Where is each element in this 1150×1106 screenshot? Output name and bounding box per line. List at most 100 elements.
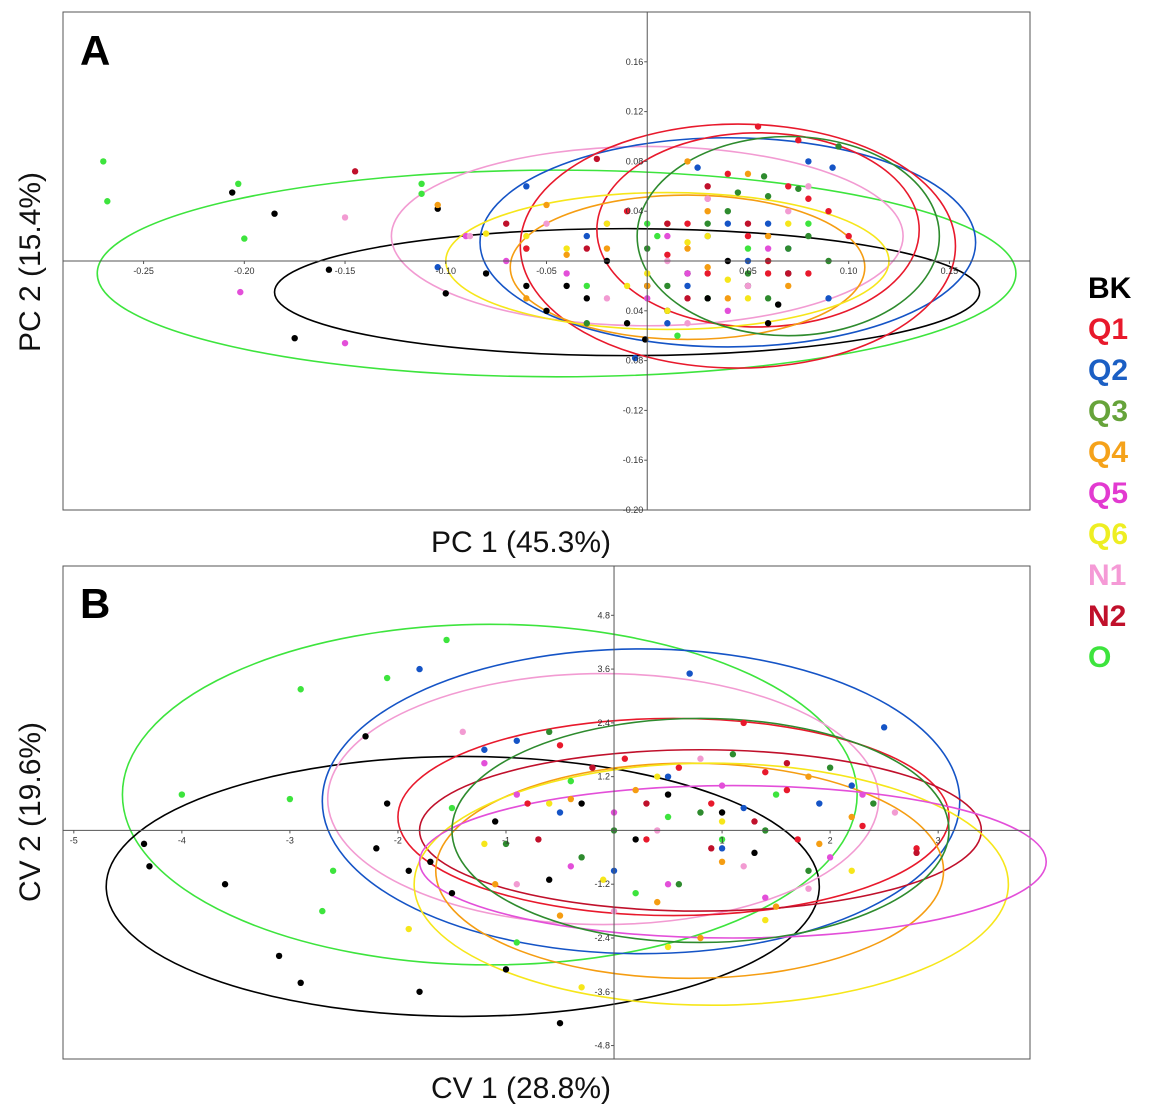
panel-b: B -5 -4 -3 -2 -1 1 2 34.83.62.41.2-1.2-2.4-3.6-…	[14, 565, 1048, 1105]
point-q6	[724, 276, 732, 283]
point-q2	[434, 264, 441, 271]
point-o	[104, 198, 111, 205]
point-q4	[523, 295, 530, 302]
point-o	[418, 190, 425, 197]
point-bk	[764, 320, 772, 327]
point-q6	[523, 232, 530, 240]
point-bk	[427, 858, 434, 865]
point-q4	[632, 786, 639, 794]
point-o	[805, 220, 812, 227]
point-o	[286, 795, 294, 803]
point-q2	[664, 320, 671, 327]
point-q3	[546, 728, 553, 736]
point-q2	[829, 164, 836, 171]
point-q4	[684, 245, 691, 252]
panel-b-x-tick-label: 3	[936, 835, 941, 845]
point-o	[583, 282, 590, 290]
point-n2	[744, 220, 752, 227]
point-q1	[762, 768, 769, 776]
point-n2	[783, 760, 791, 767]
point-q3	[835, 143, 842, 150]
ellipse-o	[96, 169, 1017, 378]
point-q5	[724, 307, 732, 314]
point-q1	[708, 800, 715, 807]
ellipse-q1	[519, 123, 957, 369]
point-q2	[718, 845, 726, 852]
point-bk	[291, 334, 298, 342]
point-n1	[466, 232, 474, 240]
panel-a-x-tick-label: 0.15	[941, 266, 959, 276]
panel-b-y-tick-label: 4.8	[598, 610, 611, 620]
point-n1	[341, 214, 349, 221]
point-q6	[578, 984, 585, 991]
point-n1	[697, 755, 704, 762]
point-q3	[826, 764, 834, 771]
point-q4	[434, 201, 441, 209]
point-q5	[664, 232, 671, 240]
ellipse-q2	[479, 136, 977, 348]
point-q2	[740, 804, 747, 812]
point-q2	[583, 232, 590, 240]
panel-b-x-axis-label: CV 1 (28.8%)	[431, 1072, 611, 1105]
point-o	[448, 804, 456, 812]
point-q1	[783, 786, 791, 794]
point-o	[567, 777, 575, 785]
legend-item-bk: BK	[1088, 272, 1132, 305]
panel-a-points	[100, 123, 852, 362]
point-n1	[513, 881, 520, 888]
point-q6	[481, 840, 488, 848]
panel-a: A -0.25 -0.20 -0.15 -0.10 -0.05 0.05 0.10 0.15 0…	[14, 11, 1031, 559]
point-q3	[502, 840, 510, 848]
point-o	[241, 235, 248, 242]
point-q1	[524, 800, 531, 807]
panel-b-y-tick-label: -3.6	[595, 987, 611, 997]
point-q2	[556, 809, 564, 816]
point-o	[718, 836, 726, 843]
point-bk	[491, 818, 499, 825]
panel-b-y-tick-label: -4.8	[595, 1041, 611, 1051]
point-q6	[664, 307, 671, 314]
point-q4	[684, 158, 691, 165]
panel-a-x-tick-label: 0.10	[840, 266, 858, 276]
panel-b-y-axis-label: CV 2 (19.6%)	[14, 722, 47, 902]
point-q2	[631, 354, 639, 362]
point-q5	[826, 854, 834, 861]
point-bk	[140, 840, 148, 848]
point-q4	[491, 881, 499, 888]
point-bk	[325, 266, 333, 273]
point-q1	[744, 232, 752, 240]
point-bk	[578, 800, 585, 807]
panel-a-y-tick-label: 0.16	[626, 57, 644, 67]
point-q6	[563, 245, 570, 252]
point-q3	[764, 295, 772, 302]
point-q2	[523, 183, 530, 190]
point-q6	[704, 232, 711, 240]
point-q1	[556, 742, 564, 749]
point-n2	[704, 183, 711, 190]
point-n1	[740, 863, 747, 870]
legend-item-q3: Q3	[1088, 395, 1129, 428]
point-n1	[805, 183, 812, 190]
point-q1	[724, 170, 732, 178]
point-o	[664, 813, 672, 821]
point-q6	[546, 800, 553, 807]
panel-a-y-tick-label: 0.08	[626, 356, 644, 366]
legend-item-n2: N2	[1088, 600, 1127, 633]
point-n1	[704, 195, 711, 202]
ellipse-bk	[273, 227, 981, 357]
point-bk	[229, 189, 236, 196]
panel-b-points	[140, 636, 920, 1027]
point-q3	[697, 809, 704, 816]
panel-a-x-tick-label: -0.15	[335, 266, 356, 276]
point-o	[319, 907, 326, 915]
point-q4	[744, 170, 752, 178]
point-o	[235, 180, 242, 188]
panel-a-x-tick-label: 0.05	[739, 266, 757, 276]
point-q5	[762, 894, 769, 901]
point-q2	[816, 800, 823, 807]
legend-item-q5: Q5	[1088, 477, 1129, 510]
panel-a-x-axis-label: PC 1 (45.3%)	[431, 526, 611, 559]
point-bk	[774, 301, 782, 308]
panel-a-x-tick-label: -0.05	[536, 266, 557, 276]
point-q4	[654, 898, 661, 906]
